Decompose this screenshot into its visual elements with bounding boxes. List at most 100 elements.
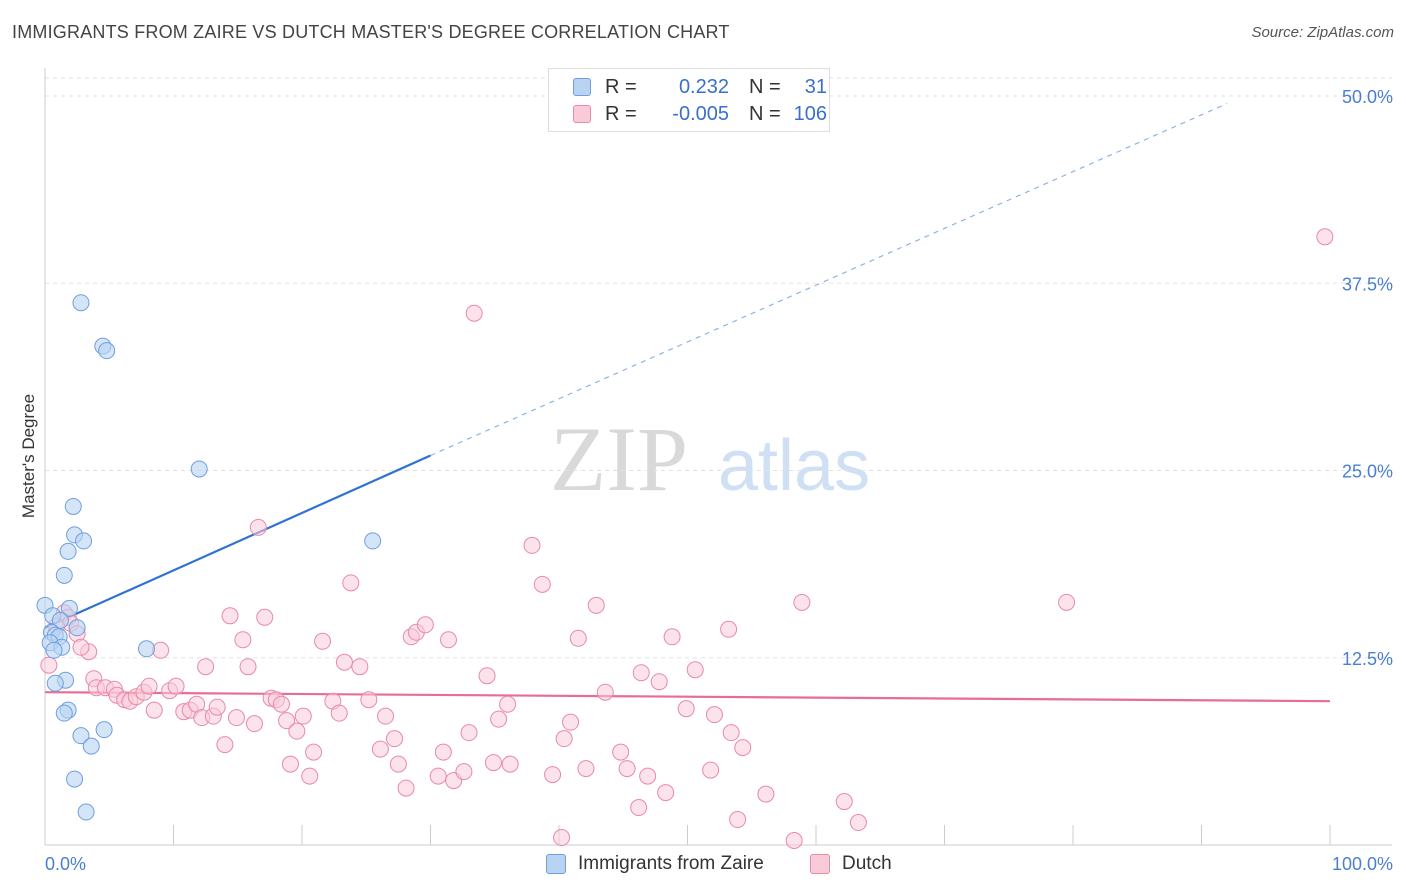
data-point-dutch	[351, 658, 369, 676]
data-point-zaire	[55, 566, 73, 584]
trend-lines	[44, 102, 1331, 703]
data-point-dutch	[650, 673, 668, 691]
data-point-dutch	[227, 709, 245, 727]
data-point-dutch	[677, 700, 695, 718]
data-point-dutch	[1316, 228, 1334, 246]
legend-swatch-dutch	[573, 105, 591, 123]
data-point-dutch	[314, 632, 332, 650]
data-point-zaire	[64, 497, 82, 515]
data-point-dutch	[793, 593, 811, 611]
trend-line-zaire	[44, 454, 431, 629]
data-point-dutch	[785, 832, 803, 850]
legend-swatch-zaire	[573, 78, 591, 96]
data-point-zaire	[98, 342, 116, 360]
data-point-dutch	[397, 779, 415, 797]
watermark-zip: ZIP	[550, 408, 688, 510]
data-point-dutch	[618, 760, 636, 778]
bottom-legend-swatch-dutch	[810, 854, 830, 874]
data-point-dutch	[245, 715, 263, 733]
data-point-dutch	[632, 664, 650, 682]
bottom-legend-label-zaire: Immigrants from Zaire	[578, 853, 764, 874]
y-tick-label: 37.5%	[1342, 274, 1393, 294]
data-point-dutch	[639, 767, 657, 785]
data-point-dutch	[216, 736, 234, 754]
stats-legend: R = 0.232 N = 31 R = -0.005 N = 106	[548, 68, 830, 132]
chart-title: IMMIGRANTS FROM ZAIRE VS DUTCH MASTER'S …	[12, 22, 730, 42]
data-point-zaire	[77, 803, 95, 821]
data-point-dutch	[630, 799, 648, 817]
data-point-zaire	[46, 674, 64, 692]
bottom-legend-label-dutch: Dutch	[842, 853, 892, 874]
data-point-dutch	[1058, 593, 1076, 611]
data-point-dutch	[305, 743, 323, 761]
data-point-dutch	[835, 793, 853, 811]
grid-lines	[45, 77, 1392, 659]
y-axis-label: Master's Degree	[19, 394, 38, 518]
legend-row-zaire: R = 0.232 N = 31	[573, 74, 827, 100]
data-point-dutch	[705, 706, 723, 724]
data-point-dutch	[330, 704, 348, 722]
data-point-dutch	[167, 677, 185, 695]
x-tick-label: 0.0%	[45, 854, 86, 874]
data-point-dutch	[490, 710, 508, 728]
data-point-dutch	[499, 695, 517, 713]
data-point-zaire	[51, 611, 69, 629]
data-point-dutch	[555, 730, 573, 748]
data-point-dutch	[439, 631, 457, 649]
data-point-dutch	[301, 767, 319, 785]
data-point-dutch	[562, 713, 580, 731]
data-point-dutch	[281, 755, 299, 773]
data-point-dutch	[434, 743, 452, 761]
data-point-zaire	[72, 294, 90, 312]
legend-row-dutch: R = -0.005 N = 106	[573, 101, 827, 127]
data-point-zaire	[66, 770, 84, 788]
data-point-dutch	[849, 814, 867, 832]
data-point-dutch	[587, 596, 605, 614]
data-point-zaire	[72, 727, 90, 745]
bottom-legend-zaire: Immigrants from Zaire	[546, 852, 764, 876]
y-tick-label: 25.0%	[1342, 462, 1393, 482]
data-point-dutch	[152, 641, 170, 659]
watermark-atlas: atlas	[718, 426, 870, 506]
data-point-zaire	[59, 542, 77, 560]
data-point-dutch	[478, 667, 496, 685]
data-point-dutch	[429, 767, 447, 785]
data-point-dutch	[294, 707, 312, 725]
trend-line-zaire-extension	[430, 102, 1228, 457]
data-point-dutch	[734, 739, 752, 757]
data-point-dutch	[455, 763, 473, 781]
data-point-zaire	[45, 641, 63, 659]
trend-line-dutch	[44, 691, 1331, 703]
legend-r-value: -0.005	[672, 102, 729, 125]
data-point-dutch	[72, 638, 90, 656]
y-tick-label: 50.0%	[1342, 87, 1393, 107]
legend-n-label: N =	[749, 102, 781, 125]
data-point-dutch	[342, 574, 360, 592]
data-point-dutch	[533, 575, 551, 593]
data-point-dutch	[371, 740, 389, 758]
data-point-dutch	[577, 760, 595, 778]
data-point-dutch	[657, 784, 675, 802]
data-point-dutch	[208, 698, 226, 716]
data-point-dutch	[360, 691, 378, 709]
x-tick-label: 100.0%	[1332, 854, 1393, 874]
data-point-zaire	[75, 532, 93, 550]
data-point-dutch	[686, 661, 704, 679]
data-point-dutch	[757, 785, 775, 803]
data-point-zaire	[68, 619, 86, 637]
data-point-zaire	[190, 460, 208, 478]
data-point-dutch	[569, 629, 587, 647]
bottom-legend-swatch-zaire	[546, 854, 566, 874]
legend-r-value: 0.232	[678, 75, 729, 98]
chart-source: Source: ZipAtlas.com	[1251, 24, 1394, 41]
data-point-dutch	[249, 518, 267, 536]
data-point-zaire	[82, 737, 100, 755]
data-point-dutch	[596, 683, 614, 701]
data-point-dutch	[389, 755, 407, 773]
y-tick-label: 12.5%	[1342, 649, 1393, 669]
data-point-dutch	[221, 607, 239, 625]
data-point-dutch	[460, 724, 478, 742]
legend-r-label: R =	[605, 75, 637, 98]
bottom-legend-dutch: Dutch	[810, 852, 892, 876]
data-point-dutch	[145, 701, 163, 719]
